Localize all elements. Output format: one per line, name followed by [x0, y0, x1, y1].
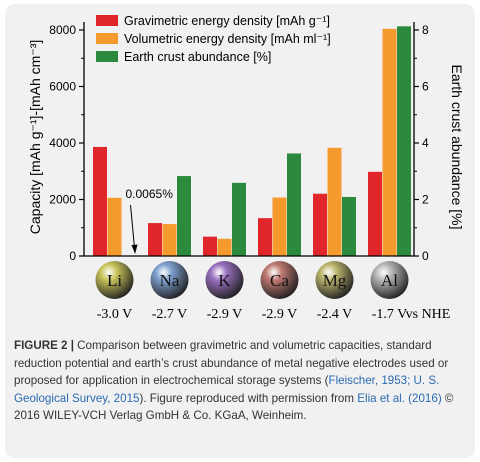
bar-chart: 0.0065% 0 2000 4000 6000 8000 0 2 4 6 8 Capacity [m…	[27, 14, 465, 322]
left-tick-label: 2000	[49, 193, 76, 207]
bar-mg-series-2	[327, 147, 342, 256]
reference-electrode-label: vs NHE	[406, 307, 451, 322]
left-axis-title: Capacity [mAh g⁻¹]-[mAh cm⁻³]	[27, 40, 43, 234]
bars-layer	[93, 26, 411, 257]
bar-li-series-2	[107, 197, 122, 256]
left-tick-label: 8000	[49, 23, 76, 37]
caption-text-1: Comparison between gravimetric and volum…	[14, 339, 449, 388]
bar-k-series-1	[203, 236, 217, 256]
potential-label-ca: -2.9 V	[262, 307, 298, 322]
annotation-arrowhead	[131, 244, 138, 254]
legend-swatch-2	[96, 33, 118, 44]
metal-symbol-al: Al	[381, 271, 398, 290]
right-tick-label: 2	[422, 193, 429, 207]
caption-label: FIGURE 2 |	[14, 339, 74, 352]
left-tick-label: 4000	[49, 136, 76, 150]
right-tick-label: 6	[422, 80, 429, 94]
annotation-label: 0.0065%	[126, 187, 174, 201]
right-tick-label: 0	[422, 249, 429, 263]
bar-na-series-2	[162, 224, 177, 256]
caption-text-2: ). Figure reproduced with permission fro…	[139, 391, 358, 405]
legend-swatch-1	[96, 15, 118, 26]
bar-mg-series-1	[313, 193, 327, 256]
right-tick-label: 4	[422, 136, 429, 150]
right-tick-label: 8	[422, 23, 429, 37]
metal-sphere-mg	[315, 261, 354, 299]
metal-symbol-na: Na	[160, 271, 180, 290]
metal-symbol-mg: Mg	[323, 271, 347, 290]
legend-label-2: Volumetric energy density [mAh ml⁻¹]	[124, 32, 331, 46]
axes-layer: 0.0065% 0 2000 4000 6000 8000 0 2 4 6 8 Capacity [m…	[27, 22, 465, 263]
metal-symbol-k: K	[218, 271, 231, 290]
caption-text-3: © 2016 WILEY-VCH Verlag GmbH & Co. KGaA,…	[14, 391, 454, 423]
bar-al-series-1	[368, 171, 382, 256]
metal-sphere-al	[370, 261, 409, 299]
bar-al-series-3	[397, 26, 411, 256]
annotation-arrow	[130, 204, 135, 249]
caption-ref-elia[interactable]: Elia et al. (2016)	[357, 391, 442, 405]
legend-label-1: Gravimetric energy density [mAh g⁻¹]	[124, 14, 330, 28]
caption-ref-fleischer[interactable]: Fleischer, 1953; U. S. Geological Survey…	[14, 374, 440, 405]
left-tick-label: 0	[69, 249, 76, 263]
figure-caption: FIGURE 2 | Comparison between gravimetri…	[14, 337, 466, 425]
legend: Gravimetric energy density [mAh g⁻¹] Volu…	[96, 14, 331, 64]
potential-label-mg: -2.4 V	[317, 307, 353, 322]
bar-k-series-2	[217, 238, 232, 256]
bar-ca-series-3	[287, 153, 301, 256]
left-tick-label: 6000	[49, 80, 76, 94]
metal-sphere-li	[95, 261, 134, 299]
metal-sphere-ca	[260, 261, 299, 299]
bar-na-series-1	[148, 223, 162, 256]
potential-label-k: -2.9 V	[207, 307, 243, 322]
potential-label-li: -3.0 V	[97, 307, 133, 322]
bar-ca-series-1	[258, 218, 272, 256]
bar-al-series-2	[382, 28, 397, 257]
metal-symbol-ca: Ca	[270, 271, 289, 290]
potential-label-al: -1.7 V	[372, 307, 408, 322]
metal-sphere-k	[205, 261, 244, 299]
metal-symbol-li: Li	[107, 271, 122, 290]
metal-sphere-na	[150, 261, 189, 299]
bar-li-series-1	[93, 146, 107, 256]
bar-ca-series-2	[272, 197, 287, 256]
legend-label-3: Earth crust abundance [%]	[124, 50, 271, 64]
legend-swatch-3	[96, 51, 118, 62]
metal-labels: Li -3.0 V Na -2.7 V K -2.9 V Ca -2.9 V Mg -2.4 V A…	[95, 261, 451, 322]
potential-label-na: -2.7 V	[152, 307, 188, 322]
right-axis-title: Earth crust abundance [%]	[449, 65, 465, 230]
bar-na-series-3	[177, 176, 191, 256]
bar-k-series-3	[232, 182, 246, 256]
bar-mg-series-3	[342, 196, 356, 256]
